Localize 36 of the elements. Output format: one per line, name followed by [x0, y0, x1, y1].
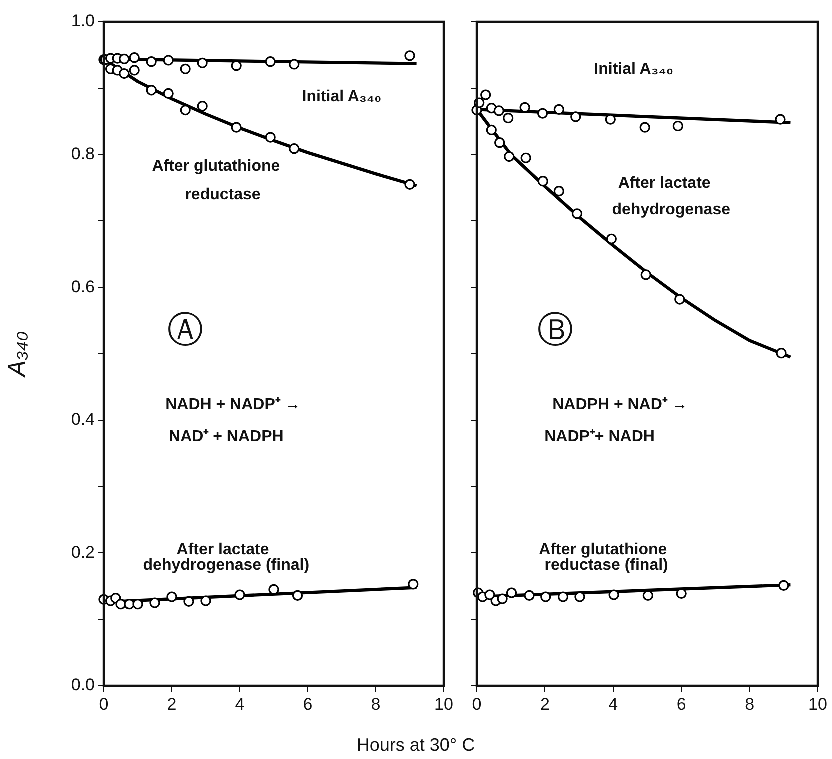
y-tick-label: 0.6 — [71, 277, 95, 296]
x-tick-label: 0 — [472, 694, 482, 714]
annotation: reductase — [185, 186, 261, 204]
annotation: Initial A₃₄₀ — [302, 88, 382, 106]
annotation: NADH + NADP⁺ → — [166, 396, 301, 414]
annotation: After lactate — [176, 541, 270, 558]
annotation: reductase (final) — [544, 557, 668, 574]
x-tick-label: 6 — [676, 694, 686, 714]
annotation: Initial A₃₄₀ — [594, 61, 674, 78]
y-tick-label: 0.2 — [71, 542, 95, 562]
x-tick-label: 2 — [167, 694, 177, 714]
x-tick-label: 0 — [99, 694, 109, 714]
x-tick-label: 4 — [608, 694, 618, 714]
x-tick-label: 6 — [303, 694, 313, 714]
annotation: After glutathione — [539, 541, 668, 558]
y-tick-label: 1.0 — [71, 12, 95, 31]
x-tick-label: 2 — [540, 694, 550, 714]
y-tick-label: 0.0 — [71, 676, 95, 695]
x-tick-label: 8 — [745, 694, 755, 714]
annotation: NAD⁺ + NADPH — [169, 428, 284, 446]
y-axis-title: A₃₄₀ — [4, 331, 32, 379]
annotation: After lactate — [618, 174, 711, 192]
x-tick-label: 10 — [434, 694, 454, 714]
annotation: Ⓐ — [168, 310, 204, 352]
annotation: After glutathione — [152, 158, 280, 176]
annotation: dehydrogenase (final) — [143, 557, 310, 574]
annotation: NADPH + NAD⁺ → — [552, 396, 688, 414]
y-tick-label: 0.8 — [71, 144, 95, 164]
x-tick-label: 8 — [371, 694, 381, 714]
x-tick-label: 4 — [235, 694, 245, 714]
y-tick-label: 0.4 — [71, 410, 95, 430]
annotation: dehydrogenase — [612, 201, 731, 218]
x-tick-label: 10 — [808, 694, 828, 714]
x-axis-title: Hours at 30° C — [356, 735, 476, 756]
annotation: Ⓑ — [537, 310, 574, 352]
annotation: NADP⁺+ NADH — [544, 428, 655, 446]
